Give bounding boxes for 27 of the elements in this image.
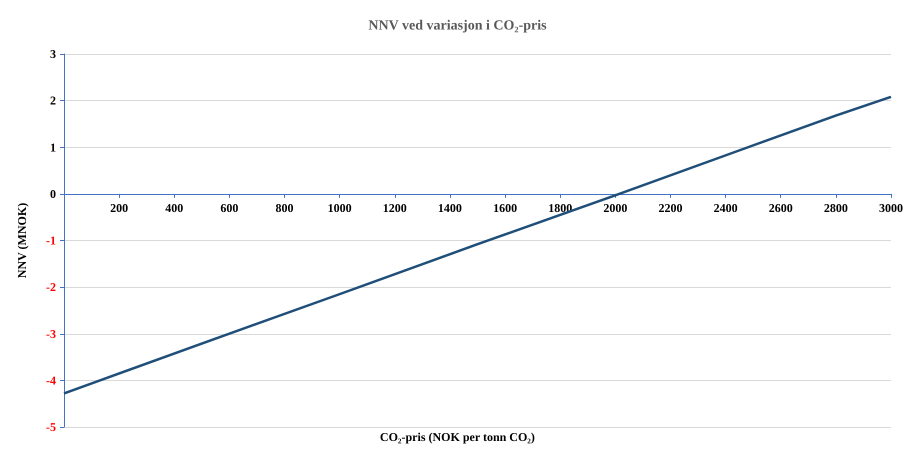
x-tick-label: 2600: [768, 200, 793, 215]
y-tick-label: -5: [46, 420, 56, 434]
x-tick-label: 2400: [714, 200, 738, 215]
y-tick-label: -1: [46, 234, 56, 248]
x-tick-label: 2000: [603, 200, 628, 215]
y-tick-label: -3: [46, 326, 56, 341]
x-axis-title: CO₂-pris (NOK per tonn CO₂): [380, 430, 535, 444]
x-tick-label: 3000: [879, 200, 903, 215]
x-tick-label: 400: [165, 200, 184, 215]
y-tick-label: 3: [50, 47, 56, 61]
x-tick-label: 1600: [493, 200, 518, 215]
y-tick-label: -4: [46, 373, 56, 388]
y-tick-label: 1: [50, 140, 56, 154]
x-tick-label: 800: [276, 200, 294, 215]
y-tick-label: -2: [46, 280, 56, 294]
x-tick-label: 2200: [658, 200, 682, 215]
x-tick-label: 1000: [328, 200, 352, 215]
x-tick-label: 2800: [824, 200, 848, 215]
chart-title: NNV ved variasjon i CO₂-pris: [368, 18, 548, 34]
x-tick-label: 600: [220, 200, 238, 215]
x-tick-label: 1400: [438, 200, 462, 215]
y-tick-label: 2: [50, 94, 56, 108]
x-tick-label: 1200: [382, 200, 407, 215]
y-tick-label: 0: [50, 186, 56, 201]
x-tick-label: 200: [110, 200, 128, 215]
x-tick-label: 1800: [548, 200, 572, 215]
y-axis-title: NNV (MNOK): [15, 202, 29, 278]
